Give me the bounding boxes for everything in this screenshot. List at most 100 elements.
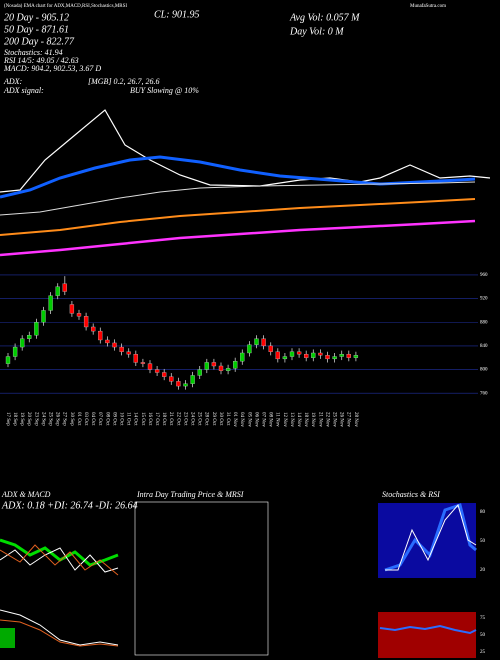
close: CL: 901.95 — [154, 9, 200, 20]
macd: MACD: 904.2, 902.53, 3.67 D — [3, 64, 101, 73]
rsi-tick: 25 — [480, 650, 486, 655]
x-tick-label: 30 Oct — [218, 412, 223, 426]
macd-hist — [0, 628, 15, 648]
candle-body — [233, 361, 238, 369]
candle-body — [34, 322, 39, 336]
ema200-line — [0, 198, 476, 236]
adx-signal: BUY Slowing @ 10% — [130, 86, 199, 95]
stoch-signal — [385, 503, 477, 571]
x-tick-label: 04 Oct — [90, 412, 95, 426]
ema-lines — [0, 109, 491, 257]
candle-body — [346, 354, 351, 358]
x-tick-label: 16 Oct — [147, 412, 152, 426]
macd-line — [0, 609, 119, 646]
ema20: 20 Day - 905.12 — [4, 12, 69, 23]
candle-body — [296, 351, 302, 355]
adx-title: ADX & MACD — [1, 490, 51, 499]
candle-body — [162, 372, 167, 377]
price-line — [0, 109, 491, 193]
day-vol: Day Vol: 0 M — [289, 26, 344, 37]
x-tick-label: 19 Nov — [310, 412, 315, 427]
candle-body — [105, 339, 110, 344]
avg-vol: Avg Vol: 0.057 M — [289, 12, 360, 23]
x-tick-label: 07 Nov — [260, 412, 265, 427]
x-tick-label: 28 Oct — [204, 412, 209, 426]
adx-value: [MGB] 0.2, 26.7, 26.6 — [88, 77, 160, 86]
stoch-tick: 50 — [480, 539, 486, 544]
candle-body — [98, 330, 103, 341]
x-tick-label: 21 Oct — [168, 412, 173, 426]
candle-body — [176, 381, 181, 387]
adx-values: ADX: 0.18 +DI: 26.74 -DI: 26.64 — [1, 500, 138, 511]
x-tick-label: 08 Oct — [104, 412, 109, 426]
rsi: RSI 14/5: 49.05 / 42.63 — [3, 56, 79, 65]
x-tick-label: 01 Nov — [232, 412, 237, 427]
candle-body — [304, 354, 309, 358]
candle-body — [225, 368, 231, 371]
x-tick-label: 05 Nov — [246, 412, 251, 427]
adx-line — [0, 538, 119, 567]
ema20-line — [0, 155, 476, 199]
rsi-bg — [378, 612, 476, 658]
ema50-line — [0, 181, 476, 216]
candle-body — [318, 352, 323, 356]
candle-body — [133, 354, 138, 363]
x-tick-label: 03 Oct — [83, 412, 88, 426]
x-tick-label: 29 Oct — [211, 412, 216, 426]
rsi-tick: 75 — [480, 616, 486, 621]
candle-body — [282, 356, 288, 360]
candle-body — [247, 344, 252, 354]
candle-body — [204, 362, 209, 370]
candle-body — [169, 376, 174, 382]
x-tick-label: 12 Nov — [282, 412, 287, 427]
x-tick-label: 09 Oct — [111, 412, 116, 426]
x-tick-label: 22 Oct — [175, 412, 180, 426]
x-tick-label: 27 Sep — [62, 412, 67, 426]
stoch-title: Stochastics & RSI — [382, 490, 440, 499]
ema50: 50 Day - 871.61 — [4, 24, 69, 35]
candle-body — [218, 365, 224, 371]
candle-body — [76, 313, 82, 317]
candle-body — [55, 286, 60, 296]
x-tick-label: 31 Oct — [225, 412, 230, 426]
adx-lines — [0, 538, 119, 648]
candle-body — [311, 352, 316, 358]
x-tick-label: 28 Nov — [353, 412, 358, 427]
ema200: 200 Day - 822.77 — [4, 36, 75, 47]
candle-body — [147, 363, 153, 370]
candle-body — [211, 362, 217, 367]
x-tick-label: 04 Nov — [239, 412, 244, 427]
x-tick-label: 25 Sep — [47, 412, 52, 426]
candle-body — [91, 326, 96, 332]
x-tick-label: 11 Oct — [126, 412, 131, 426]
x-tick-label: 01 Oct — [76, 412, 81, 426]
candle-body — [20, 338, 25, 348]
x-tick-label: 25 Oct — [197, 412, 202, 426]
x-tick-label: 21 Nov — [317, 412, 322, 427]
intraday-box — [134, 501, 269, 656]
stochastics: Stochastics: 41.94 — [4, 48, 63, 57]
x-tick-label: 13 Nov — [289, 412, 294, 427]
rsi-line — [379, 624, 477, 635]
rsi-tick: 50 — [480, 633, 486, 638]
x-tick-label: 23 Oct — [182, 412, 187, 426]
candle-body — [261, 338, 266, 347]
x-tick-label: 23 Sep — [33, 412, 38, 426]
candle-body — [183, 383, 188, 387]
candle-body — [62, 283, 67, 292]
x-tick-label: 08 Nov — [268, 412, 273, 427]
x-tick-label: 06 Nov — [253, 412, 258, 427]
candle-body — [69, 304, 75, 314]
candle-body — [268, 345, 273, 352]
candle-body — [48, 295, 53, 311]
candle-body — [240, 352, 245, 362]
intraday-title: Intra Day Trading Price & MRSI — [136, 490, 244, 499]
candle-body — [154, 369, 160, 373]
ema-long-line — [0, 219, 476, 257]
di-line — [0, 547, 119, 573]
y-tick-label: 920 — [480, 297, 488, 302]
header-title: (Nosada) EMA chart for ADX,MACD,RSI,Stoc… — [4, 4, 127, 9]
candle-body — [190, 375, 195, 384]
x-tick-label: 26 Sep — [55, 412, 60, 426]
